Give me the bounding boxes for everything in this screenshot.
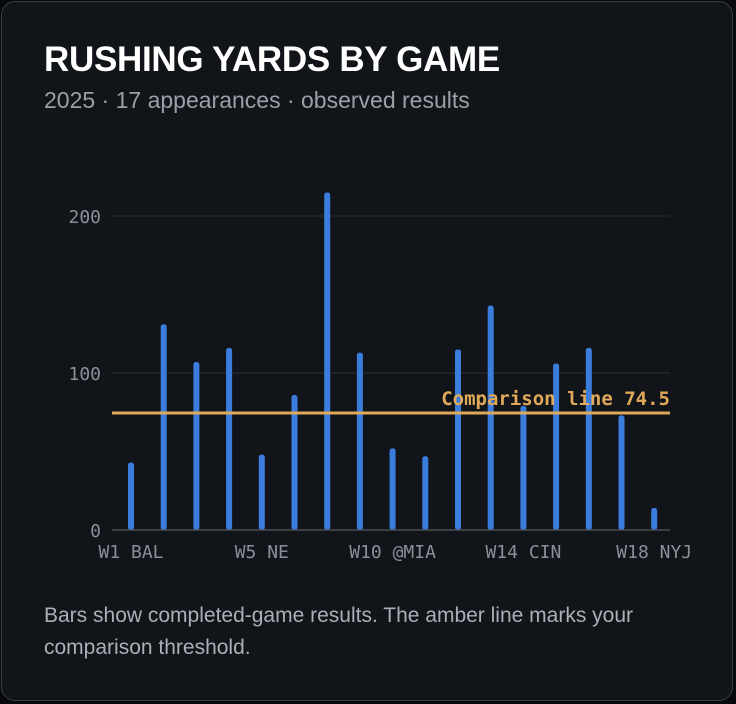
bar bbox=[291, 394, 298, 530]
bars bbox=[128, 192, 658, 530]
bar bbox=[553, 363, 560, 530]
y-tick-label: 200 bbox=[68, 207, 101, 228]
chart-footnote: Bars show completed-game results. The am… bbox=[44, 604, 634, 659]
bar bbox=[356, 352, 363, 530]
bar bbox=[160, 324, 167, 530]
bar bbox=[389, 448, 396, 530]
bar bbox=[128, 462, 134, 530]
chart-title: RUSHING YARDS BY GAME bbox=[44, 40, 500, 79]
bar bbox=[618, 415, 625, 530]
bar bbox=[455, 349, 461, 530]
y-axis-ticks: 0 100 200 bbox=[68, 207, 101, 542]
bar bbox=[193, 362, 200, 530]
x-axis-ticks: W1 BAL W5 NE W10 @MIA W14 CIN W18 NYJ bbox=[98, 542, 692, 563]
bar bbox=[585, 347, 592, 530]
bar bbox=[651, 508, 658, 530]
chart-subtitle: 2025 · 17 appearances · observed results bbox=[44, 87, 470, 113]
comparison-line-label: Comparison line 74.5 bbox=[441, 388, 670, 410]
x-tick-label: W14 CIN bbox=[485, 542, 561, 563]
bar bbox=[487, 305, 494, 530]
bar bbox=[226, 347, 233, 530]
x-tick-label: W5 NE bbox=[235, 542, 289, 563]
x-tick-label: W1 BAL bbox=[98, 542, 163, 563]
y-tick-label: 0 bbox=[90, 521, 101, 542]
x-tick-label: W18 NYJ bbox=[616, 542, 692, 563]
grid-lines bbox=[112, 215, 670, 374]
x-tick-label: W10 @MIA bbox=[349, 542, 436, 563]
y-tick-label: 100 bbox=[68, 364, 101, 385]
bar bbox=[258, 454, 265, 530]
bar bbox=[520, 405, 527, 530]
bar bbox=[422, 456, 429, 530]
bar bbox=[324, 192, 331, 530]
